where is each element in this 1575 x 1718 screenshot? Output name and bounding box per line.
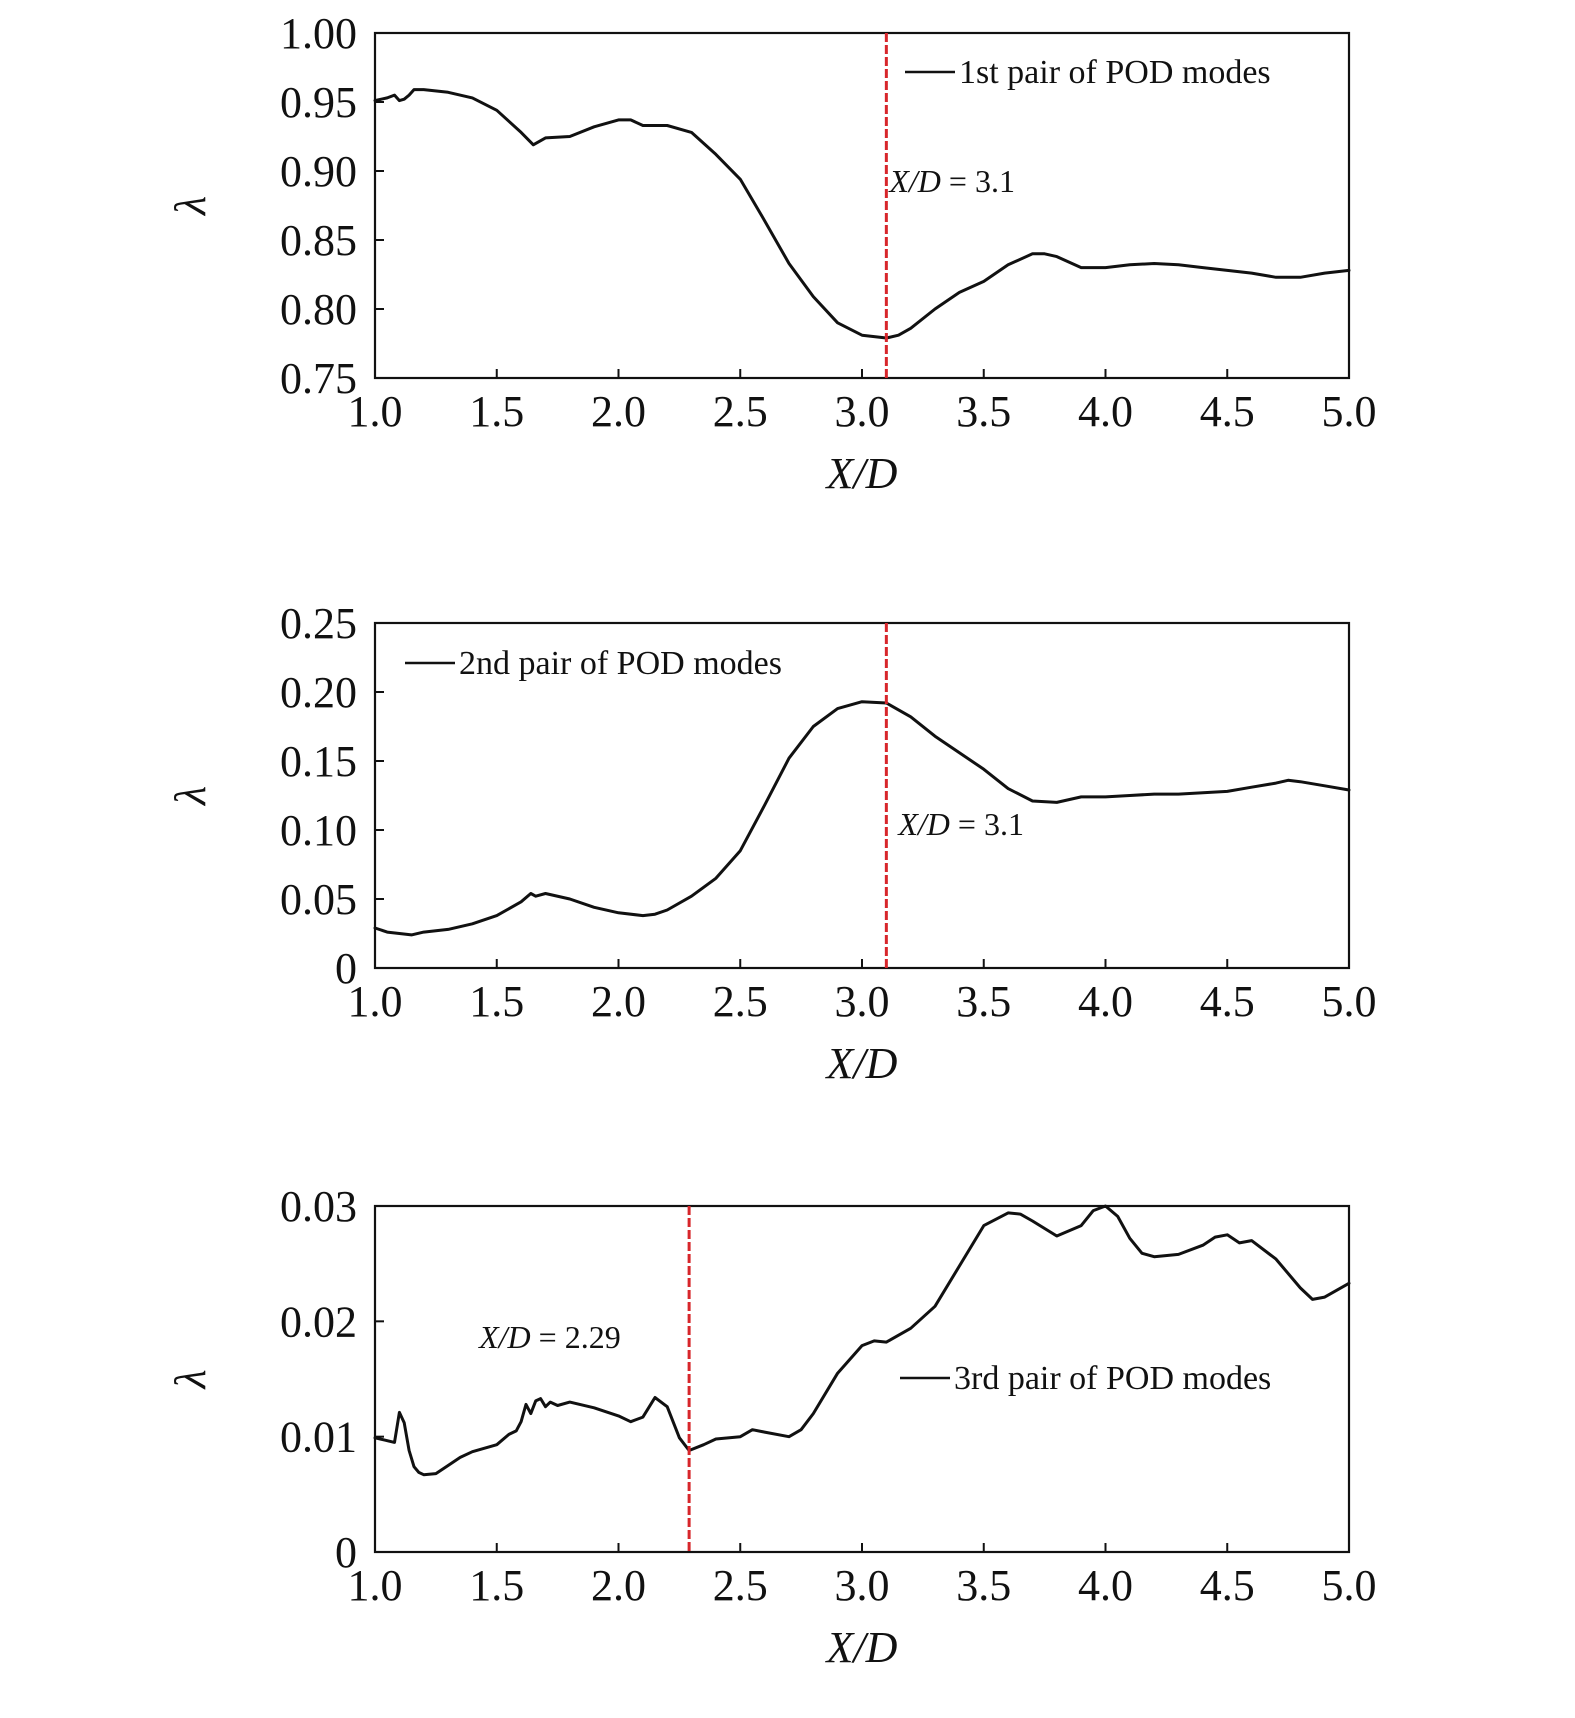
chart-panel-2: 1.0 1.5 2.0 2.5 3.0 3.5 4.0 4.5 5.0 0 0.05 0.10 0.1…: [166, 599, 1377, 1088]
x-tick-label: 3.0: [835, 977, 890, 1026]
x-tick-label: 5.0: [1322, 977, 1377, 1026]
x-tick-label: 2.0: [591, 977, 646, 1026]
y-tick-label: 0.85: [280, 216, 357, 265]
series-line: [373, 700, 1351, 937]
reference-annotation: X/D = 2.29: [477, 1319, 621, 1355]
x-tick-label: 1.0: [348, 387, 403, 436]
legend-label: 3rd pair of POD modes: [954, 1360, 1271, 1397]
y-tick-label: 0.75: [280, 354, 357, 403]
y-axis-title: λ: [166, 786, 215, 807]
chart-panel-1: 1.0 1.5 2.0 2.5 3.0 3.5 4.0 4.5 5.0 0.75 0.80 0.85…: [166, 9, 1377, 498]
x-tick-label: 3.5: [956, 1561, 1011, 1610]
y-tick-label: 0.10: [280, 806, 357, 855]
y-tick-label: 0.95: [280, 78, 357, 127]
x-tick-label: 4.5: [1200, 1561, 1255, 1610]
y-tick-label: 0.90: [280, 147, 357, 196]
x-tick-label: 4.0: [1078, 1561, 1133, 1610]
x-tick-label: 3.5: [956, 977, 1011, 1026]
y-tick-label: 1.00: [280, 9, 357, 58]
legend-label: 2nd pair of POD modes: [459, 645, 782, 682]
annotation-italic: X/D: [477, 1319, 531, 1355]
y-tick-label: 0: [335, 1528, 357, 1577]
x-tick-label: 2.5: [713, 1561, 768, 1610]
series-line: [373, 88, 1351, 340]
x-tick-label: 5.0: [1322, 387, 1377, 436]
legend-label: 1st pair of POD modes: [959, 54, 1271, 91]
x-tick-label: 1.5: [469, 1561, 524, 1610]
x-tick-label: 4.5: [1200, 977, 1255, 1026]
annotation-rest: = 3.1: [950, 806, 1024, 842]
x-axis-title: X/D: [825, 1039, 898, 1088]
y-tick-label: 0.05: [280, 875, 357, 924]
x-axis-title: X/D: [825, 1623, 898, 1672]
y-ticks: 0 0.05 0.10 0.15 0.20 0.25: [280, 599, 384, 993]
x-ticks: 1.0 1.5 2.0 2.5 3.0 3.5 4.0 4.5 5.0: [348, 959, 1377, 1026]
y-ticks: 0 0.01 0.02 0.03: [280, 1182, 384, 1577]
x-tick-label: 2.5: [713, 387, 768, 436]
annotation-rest: = 3.1: [941, 163, 1015, 199]
x-tick-label: 2.5: [713, 977, 768, 1026]
x-tick-label: 1.5: [469, 387, 524, 436]
reference-annotation: X/D = 3.1: [887, 163, 1015, 199]
x-tick-label: 3.0: [835, 387, 890, 436]
y-tick-label: 0.25: [280, 599, 357, 648]
x-ticks: 1.0 1.5 2.0 2.5 3.0 3.5 4.0 4.5 5.0: [348, 369, 1377, 436]
y-tick-label: 0.80: [280, 285, 357, 334]
x-tick-label: 3.0: [835, 1561, 890, 1610]
x-tick-label: 2.0: [591, 387, 646, 436]
x-tick-label: 4.0: [1078, 387, 1133, 436]
y-tick-label: 0.15: [280, 737, 357, 786]
x-tick-label: 5.0: [1322, 1561, 1377, 1610]
y-tick-label: 0.02: [280, 1297, 357, 1346]
x-axis-title: X/D: [825, 449, 898, 498]
y-tick-label: 0.03: [280, 1182, 357, 1231]
y-ticks: 0.75 0.80 0.85 0.90 0.95 1.00: [280, 9, 384, 403]
x-tick-label: 1.0: [348, 977, 403, 1026]
chart-panel-3: 1.0 1.5 2.0 2.5 3.0 3.5 4.0 4.5 5.0 0 0.01 0.02 0.0…: [166, 1182, 1377, 1672]
y-axis-title: λ: [166, 1369, 215, 1390]
annotation-rest: = 2.29: [531, 1319, 621, 1355]
x-ticks: 1.0 1.5 2.0 2.5 3.0 3.5 4.0 4.5 5.0: [348, 1543, 1377, 1610]
series-line: [373, 1204, 1351, 1477]
y-tick-label: 0: [335, 944, 357, 993]
y-axis-title: λ: [166, 196, 215, 217]
y-tick-label: 0.20: [280, 668, 357, 717]
x-tick-label: 1.0: [348, 1561, 403, 1610]
annotation-italic: X/D: [887, 163, 941, 199]
x-tick-label: 1.5: [469, 977, 524, 1026]
y-tick-label: 0.01: [280, 1413, 357, 1462]
x-tick-label: 4.5: [1200, 387, 1255, 436]
reference-annotation: X/D = 3.1: [896, 806, 1024, 842]
x-tick-label: 2.0: [591, 1561, 646, 1610]
annotation-italic: X/D: [896, 806, 950, 842]
x-tick-label: 3.5: [956, 387, 1011, 436]
x-tick-label: 4.0: [1078, 977, 1133, 1026]
